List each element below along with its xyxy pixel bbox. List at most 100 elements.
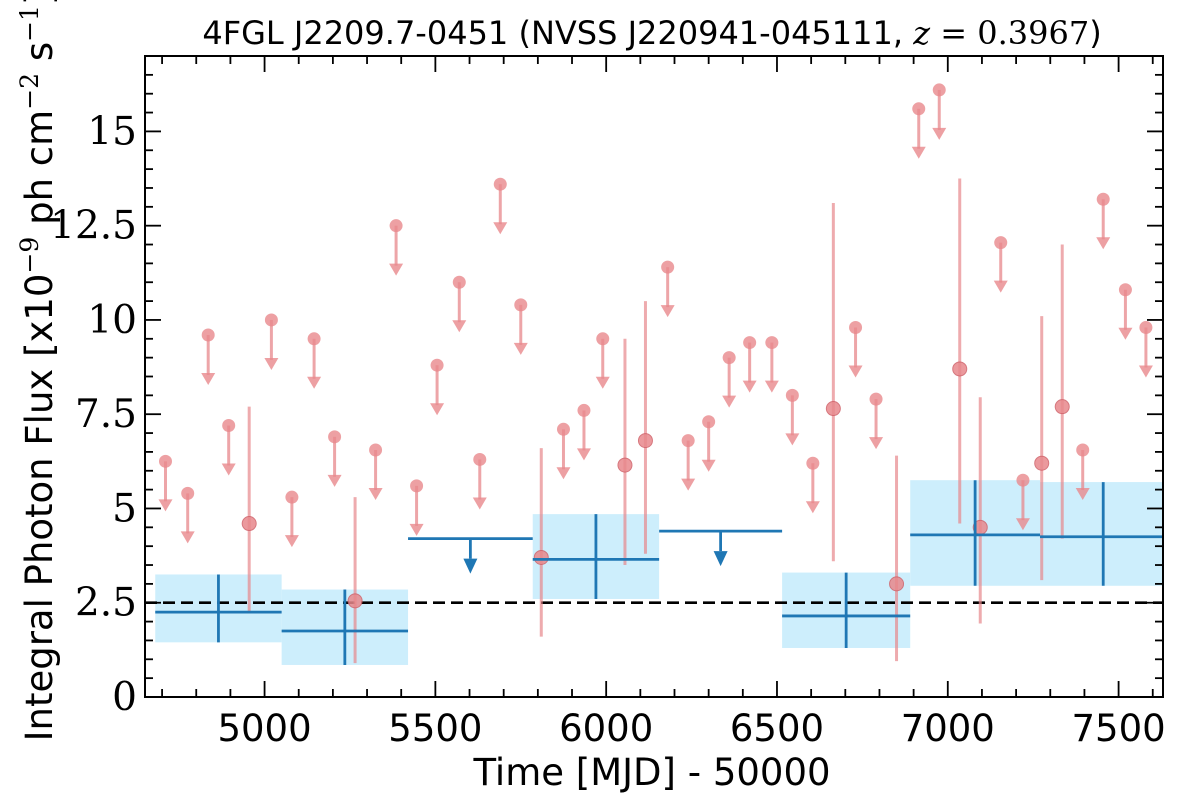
y-tick-label: 0 — [112, 675, 137, 720]
upper-limit-point — [596, 332, 610, 346]
chart-title: 4FGL J2209.7-0451 (NVSS J220941-045111, … — [202, 14, 1101, 52]
upper-limit-arrowhead — [284, 535, 299, 548]
upper-limit-point — [577, 403, 591, 417]
upper-limit-arrowhead — [221, 463, 236, 476]
upper-limit-point — [1076, 443, 1090, 457]
y-tick-label: 15 — [87, 109, 137, 154]
upper-limit-arrowhead — [932, 127, 947, 140]
long-bin-upper-limit-arrowhead — [463, 558, 478, 574]
upper-limit-point — [869, 392, 883, 406]
upper-limit-point — [722, 351, 736, 365]
detection-point — [1054, 399, 1070, 415]
upper-limit-point — [410, 479, 424, 493]
upper-limit-point — [849, 320, 863, 334]
long-bin-layer — [155, 480, 1163, 665]
upper-limit-point — [681, 434, 695, 448]
upper-limit-arrowhead — [307, 376, 322, 389]
upper-limit-point — [493, 177, 507, 191]
y-tick-label: 5 — [112, 486, 137, 531]
y-axis-label: Integral Photon Flux [x10−9 ph cm−2 s−1] — [15, 0, 62, 741]
upper-limit-point — [765, 336, 779, 350]
short-bin-layer — [158, 83, 1153, 664]
upper-limit-arrowhead — [785, 433, 800, 446]
upper-limit-point — [201, 328, 215, 342]
x-tick-label: 7500 — [1072, 707, 1166, 750]
upper-limit-arrowhead — [911, 146, 926, 159]
upper-limit-arrowhead — [472, 497, 487, 510]
y-tick-label: 7.5 — [75, 392, 137, 437]
upper-limit-arrowhead — [452, 320, 467, 333]
upper-limit-arrowhead — [681, 478, 696, 491]
upper-limit-point — [452, 275, 466, 289]
detection-point — [617, 457, 633, 473]
upper-limit-arrowhead — [556, 467, 571, 480]
y-tick-label: 2.5 — [75, 581, 137, 626]
upper-limit-arrowhead — [805, 501, 820, 514]
y-tick-label: 12.5 — [50, 204, 137, 249]
upper-limit-arrowhead — [201, 373, 216, 386]
upper-limit-point — [702, 415, 716, 429]
detection-point — [637, 433, 653, 449]
upper-limit-arrowhead — [742, 380, 757, 393]
long-bin-bands-layer — [155, 480, 1163, 665]
upper-limit-arrowhead — [722, 395, 737, 408]
x-tick-label: 6000 — [559, 707, 653, 750]
upper-limit-point — [389, 219, 403, 233]
upper-limit-point — [264, 313, 278, 327]
upper-limit-arrowhead — [368, 488, 383, 501]
upper-limit-point — [1096, 192, 1110, 206]
upper-limit-arrowhead — [158, 499, 173, 512]
axis-ticks-layer: 5000 5500 6000 6500 7000 7500 0 2.5 5 7.5 10 12.5 15 — [50, 55, 1166, 750]
upper-limit-arrowhead — [430, 403, 445, 416]
detection-point — [825, 401, 841, 417]
upper-limit-arrowhead — [1075, 488, 1090, 501]
detection-point — [241, 516, 257, 532]
upper-limit-arrowhead — [1096, 237, 1111, 250]
detection-point — [347, 593, 363, 609]
upper-limit-point — [912, 102, 926, 116]
upper-limit-point — [785, 388, 799, 402]
upper-limit-arrowhead — [327, 474, 342, 487]
upper-limit-point — [222, 419, 236, 433]
upper-limit-arrowhead — [409, 523, 424, 536]
x-tick-label: 5000 — [217, 707, 311, 750]
upper-limit-arrowhead — [993, 280, 1008, 293]
upper-limit-point — [328, 430, 342, 444]
long-bin-upper-limit-arrowhead — [713, 551, 728, 567]
upper-limit-point — [430, 358, 444, 372]
upper-limit-point — [1016, 473, 1030, 487]
upper-limit-arrowhead — [180, 531, 195, 544]
detection-point — [533, 549, 549, 565]
upper-limit-arrowhead — [595, 376, 610, 389]
upper-limit-point — [158, 454, 172, 468]
long-bin-band — [1040, 482, 1163, 586]
upper-limit-point — [932, 83, 946, 97]
upper-limit-point — [181, 486, 195, 500]
upper-limit-arrowhead — [1118, 327, 1133, 340]
detection-point — [952, 361, 968, 377]
upper-limit-point — [369, 443, 383, 457]
x-tick-label: 5500 — [388, 707, 482, 750]
detection-point — [1034, 455, 1050, 471]
upper-limit-arrowhead — [1138, 365, 1153, 378]
upper-limit-arrowhead — [513, 342, 528, 355]
upper-limit-point — [1118, 283, 1132, 297]
x-tick-label: 7000 — [901, 707, 995, 750]
upper-limit-arrowhead — [869, 437, 884, 450]
upper-limit-arrowhead — [389, 263, 404, 276]
upper-limit-point — [514, 298, 528, 312]
upper-limit-point — [285, 490, 299, 504]
upper-limit-arrowhead — [493, 222, 508, 235]
x-axis-label: Time [MJD] - 50000 — [472, 751, 830, 794]
detection-point — [889, 576, 905, 592]
upper-limit-arrowhead — [701, 459, 716, 472]
upper-limit-point — [1139, 320, 1153, 334]
x-tick-label: 6500 — [730, 707, 824, 750]
upper-limit-arrowhead — [764, 380, 779, 393]
upper-limit-point — [743, 336, 757, 350]
upper-limit-point — [556, 422, 570, 436]
upper-limit-point — [473, 452, 487, 466]
upper-limit-arrowhead — [1015, 518, 1030, 531]
upper-limit-arrowhead — [576, 448, 591, 461]
